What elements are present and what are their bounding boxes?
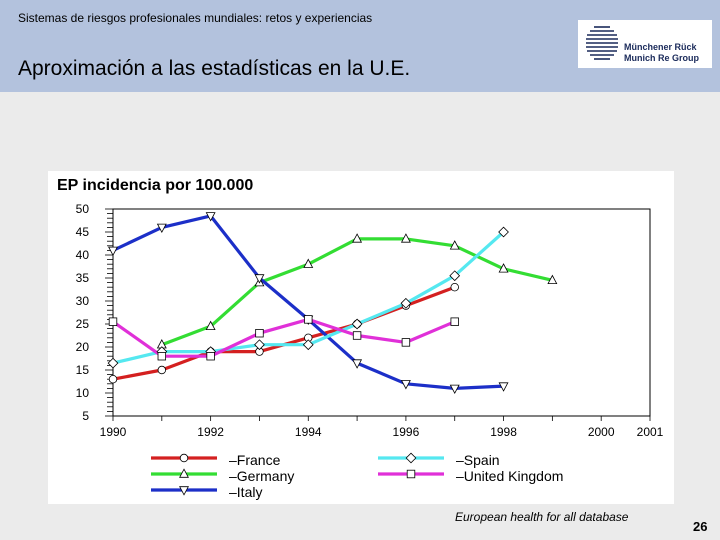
source-note: European health for all database — [455, 510, 629, 524]
data-point-germany — [303, 258, 314, 268]
legend-marker-united-kingdom — [406, 469, 416, 479]
line-chart: 50 45 40 35 30 25 20 15 10 5 1990 1992 1994 1996 1998 2… — [76, 202, 664, 496]
legend-label-spain: –Spain — [456, 452, 500, 468]
data-point-germany — [449, 240, 460, 250]
y-tick-label: 50 — [76, 202, 90, 216]
data-point-spain — [302, 339, 314, 351]
x-tick-label: 2001 — [637, 425, 664, 439]
x-tick-label: 1996 — [393, 425, 420, 439]
data-point-italy — [400, 380, 411, 390]
munich-re-logo-text: Münchener Rück Munich Re Group — [624, 42, 699, 64]
munich-re-logo: Münchener Rück Munich Re Group — [578, 20, 712, 68]
x-tick-label: 1992 — [197, 425, 224, 439]
data-point-germany — [498, 263, 509, 273]
legend-label-united-kingdom: –United Kingdom — [456, 468, 564, 484]
data-point-united-kingdom — [108, 317, 118, 326]
data-point-united-kingdom — [206, 351, 215, 361]
data-point-germany — [205, 320, 216, 331]
y-tick-label: 25 — [76, 317, 90, 331]
y-tick-label: 35 — [76, 271, 90, 285]
x-tick-label: 1994 — [295, 425, 322, 439]
chart-title: EP incidencia por 100.000 — [57, 177, 254, 194]
data-point-united-kingdom — [450, 317, 459, 326]
legend-label-italy: –Italy — [229, 484, 263, 500]
data-point-united-kingdom — [352, 331, 362, 340]
data-point-italy — [108, 246, 118, 257]
data-point-germany — [547, 274, 558, 284]
legend-label-france: –France — [229, 452, 281, 468]
y-tick-label: 15 — [76, 363, 90, 377]
data-point-italy — [254, 274, 265, 284]
y-tick-label: 30 — [76, 294, 90, 308]
slide-subtitle: Sistemas de riesgos profesionales mundia… — [18, 11, 373, 25]
legend-marker-spain — [405, 452, 417, 464]
data-point-germany — [400, 233, 411, 243]
data-point-spain — [449, 270, 461, 282]
data-point-italy — [498, 382, 509, 392]
y-tick-label: 5 — [82, 409, 89, 423]
data-point-spain — [351, 318, 363, 330]
data-point-france — [108, 374, 118, 384]
series-line-italy — [112, 214, 504, 390]
data-point-united-kingdom — [401, 338, 411, 347]
logo-line-1: Münchener Rück — [624, 42, 697, 52]
legend-marker-germany — [179, 468, 189, 478]
data-point-spain — [498, 226, 509, 238]
logo-line-2: Munich Re Group — [624, 53, 699, 63]
data-point-italy — [449, 384, 460, 395]
data-point-france — [450, 282, 459, 292]
munich-re-logo-icon — [586, 26, 618, 60]
data-point-spain — [107, 357, 119, 369]
data-point-germany — [352, 233, 363, 243]
plot-frame — [112, 208, 651, 417]
legend-marker-italy — [179, 486, 189, 496]
y-tick-label: 10 — [76, 386, 90, 400]
x-tick-label: 1990 — [100, 425, 127, 439]
data-point-italy — [205, 212, 216, 222]
y-tick-label: 40 — [76, 248, 90, 262]
x-tick-label: 2000 — [588, 425, 615, 439]
legend-marker-france — [179, 453, 189, 463]
y-tick-label: 45 — [76, 225, 90, 239]
data-point-italy — [352, 359, 363, 369]
data-point-united-kingdom — [255, 328, 264, 338]
data-point-spain — [400, 297, 412, 309]
data-point-italy — [156, 223, 167, 234]
slide-title: Aproximación a las estadísticas en la U.… — [18, 57, 411, 80]
series-line-united-kingdom — [112, 317, 456, 358]
y-tick-label: 20 — [76, 340, 90, 354]
data-point-spain — [254, 339, 265, 351]
slide-header: Sistemas de riesgos profesionales mundia… — [0, 0, 720, 92]
data-point-united-kingdom — [157, 351, 167, 361]
data-point-france — [157, 365, 167, 375]
x-tick-label: 1998 — [490, 425, 517, 439]
legend-label-germany: –Germany — [229, 468, 295, 484]
data-point-united-kingdom — [304, 315, 313, 324]
page-number: 26 — [693, 519, 708, 534]
